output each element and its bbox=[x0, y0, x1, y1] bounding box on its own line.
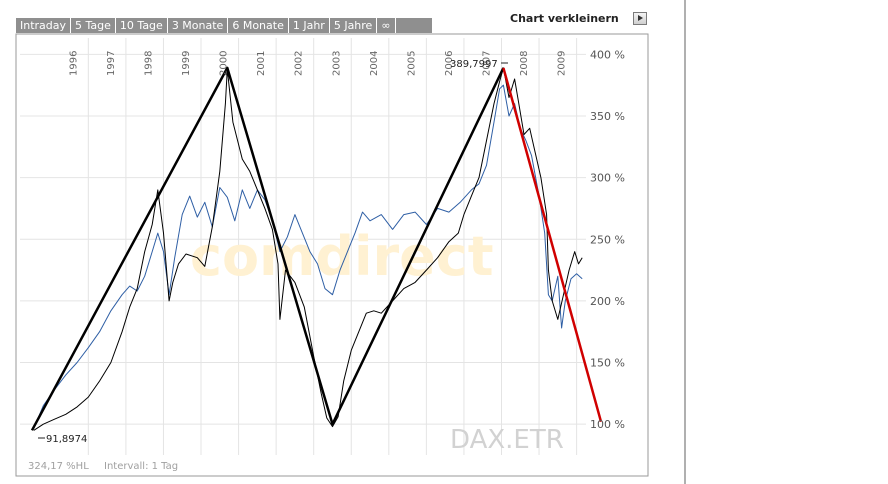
tab-6-monate[interactable]: 6 Monate bbox=[228, 18, 289, 33]
x-tick-label: 2000 bbox=[219, 51, 230, 76]
x-tick-label: 1996 bbox=[68, 51, 79, 76]
x-tick-label: 2006 bbox=[444, 51, 455, 76]
y-tick-label: 400 % bbox=[590, 48, 625, 61]
shrink-chart-button[interactable] bbox=[633, 12, 647, 25]
min-annotation: 91,8974 bbox=[46, 434, 87, 445]
instrument-watermark: DAX.ETR bbox=[450, 425, 564, 455]
tab-intraday[interactable]: Intraday bbox=[16, 18, 72, 33]
x-tick-label: 1997 bbox=[106, 51, 117, 76]
x-tick-label: 1998 bbox=[143, 51, 154, 76]
tab-3-monate[interactable]: 3 Monate bbox=[168, 18, 229, 33]
trend-layer bbox=[30, 66, 603, 431]
x-tick-label: 2008 bbox=[519, 51, 530, 76]
x-tick-label: 1999 bbox=[181, 51, 192, 76]
timeframe-tabs: Intraday 5 Tage 10 Tage 3 Monate 6 Monat… bbox=[16, 18, 432, 33]
y-tick-label: 200 % bbox=[590, 295, 625, 308]
y-tick-label: 300 % bbox=[590, 172, 625, 185]
tab-1-jahr[interactable]: 1 Jahr bbox=[289, 18, 330, 33]
y-tick-label: 100 % bbox=[590, 418, 625, 431]
y-tick-label: 250 % bbox=[590, 233, 625, 246]
x-tick-label: 2007 bbox=[481, 51, 492, 76]
x-tick-label: 2004 bbox=[369, 51, 380, 76]
x-tick-label: 2001 bbox=[256, 51, 267, 76]
y-tick-label: 350 % bbox=[590, 110, 625, 123]
tab-10-tage[interactable]: 10 Tage bbox=[116, 18, 168, 33]
x-tick-label: 2003 bbox=[331, 51, 342, 76]
trend-line-up bbox=[30, 66, 505, 431]
panel-divider bbox=[684, 0, 686, 484]
trend-line-down bbox=[502, 67, 603, 423]
shrink-chart-label[interactable]: Chart verkleinern bbox=[510, 12, 619, 25]
chart-frame bbox=[15, 33, 649, 477]
x-tick-label: 2005 bbox=[406, 51, 417, 76]
tab-5-tage[interactable]: 5 Tage bbox=[71, 18, 116, 33]
interval-label: Intervall: 1 Tag bbox=[104, 461, 178, 472]
max-annotation: 389,7997 bbox=[450, 59, 498, 70]
y-tick-label: 150 % bbox=[590, 357, 625, 370]
tab-5-jahre[interactable]: 5 Jahre bbox=[330, 18, 378, 33]
logo-watermark: comdirect bbox=[190, 225, 494, 288]
tab-max[interactable]: ∞ bbox=[377, 18, 396, 33]
label-layer: 1996 1997 1998 1999 2000 2001 2002 2003 2004 2005… bbox=[38, 48, 625, 445]
x-tick-label: 2009 bbox=[557, 51, 568, 76]
performance-label: 324,17 %HL bbox=[28, 461, 89, 472]
x-tick-label: 2002 bbox=[294, 51, 305, 76]
